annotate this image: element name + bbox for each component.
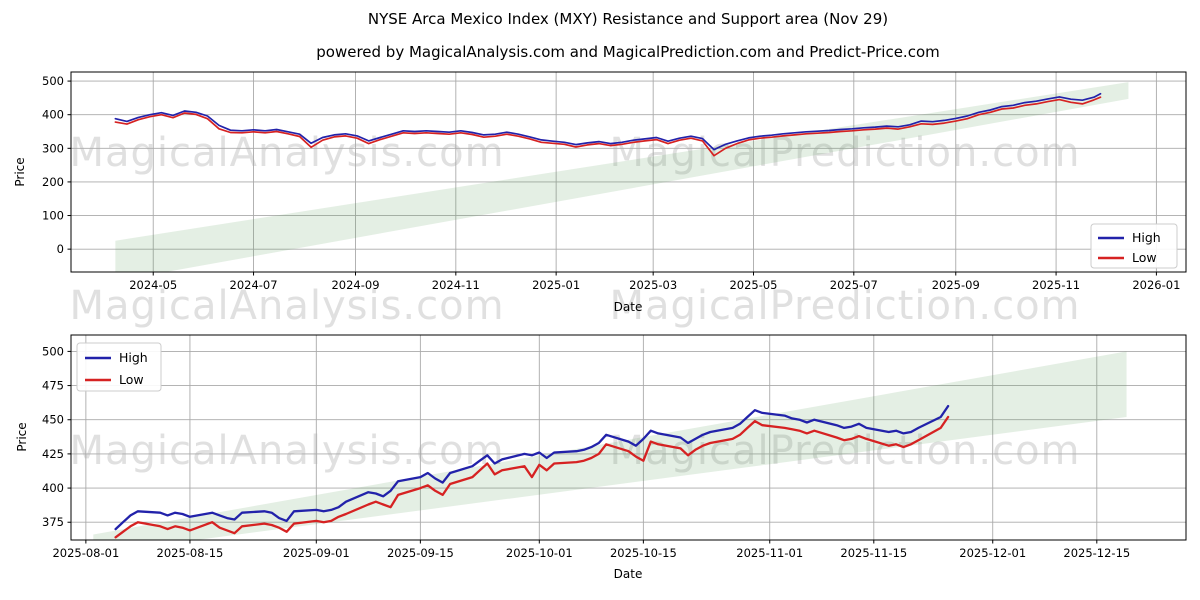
y-tick-label: 475 [42,379,64,393]
bottom-y-axis-label: Price [15,422,29,451]
grid [67,335,1186,544]
y-tick-label: 425 [42,447,64,461]
y-tick-label: 400 [42,481,64,495]
bottom-chart: 2025-08-01 2025-08-15 2025-09-01 2025-09-15… [42,334,1187,560]
watermark-analysis: MagicalAnalysis.com [69,283,504,329]
y-tick-label: 300 [42,141,64,155]
legend-high-label: High [1132,230,1161,245]
x-tick-label: 2025-08-01 [52,546,119,560]
legend-high-label: High [119,350,148,365]
x-tick-label: 2025-09-01 [283,546,350,560]
y-tick-label: 0 [57,242,64,256]
watermark-analysis: MagicalAnalysis.com [69,130,504,176]
x-tick-label: 2025-01 [532,278,580,292]
x-tick-label: 2025-07 [830,278,878,292]
top-legend: High Low [1090,223,1178,269]
x-tick-label: 2025-03 [629,278,677,292]
x-tick-label: 2025-09-15 [387,546,454,560]
x-tick-label: 2025-09 [932,278,980,292]
high-line [114,92,1102,151]
plot-border [70,71,1187,273]
y-tick-label: 500 [42,74,64,88]
x-tick-label: 2025-10-01 [506,546,573,560]
tick-labels: 2025-08-01 2025-08-15 2025-09-01 2025-09-15… [42,344,1130,560]
y-tick-label: 400 [42,108,64,122]
figure-subtitle: powered by MagicalAnalysis.com and Magic… [316,43,940,61]
x-tick-label: 2025-08-15 [157,546,224,560]
x-tick-label: 2025-11-15 [840,546,907,560]
high-line [114,404,950,531]
bottom-x-axis-label: Date [614,567,643,581]
x-tick-label: 2025-12-01 [959,546,1026,560]
legend-low-label: Low [119,372,144,387]
top-y-axis-label: Price [13,157,27,186]
x-tick-label: 2025-11-01 [736,546,803,560]
y-tick-label: 100 [42,209,64,223]
top-chart: 2024-05 2024-07 2024-09 2024-11 2025-01 2025-… [42,71,1187,292]
x-tick-label: 2024-07 [230,278,278,292]
x-tick-label: 2026-01 [1132,278,1180,292]
bottom-legend: High Low [76,342,162,392]
y-tick-label: 450 [42,413,64,427]
y-tick-label: 500 [42,344,64,358]
watermark-prediction: MagicalPrediction.com [610,428,1081,474]
y-tick-label: 375 [42,515,64,529]
grid [67,72,1186,276]
plot-border [70,334,1187,541]
x-tick-label: 2024-11 [432,278,480,292]
watermark-analysis: MagicalAnalysis.com [69,428,504,474]
x-tick-label: 2025-10-15 [610,546,677,560]
x-tick-label: 2024-05 [129,278,177,292]
low-line [114,415,950,539]
legend-low-label: Low [1132,250,1157,265]
watermark-prediction: MagicalPrediction.com [610,283,1081,329]
low-line [114,96,1102,157]
watermark-prediction: MagicalPrediction.com [610,130,1081,176]
x-tick-label: 2025-11 [1032,278,1080,292]
y-tick-label: 200 [42,175,64,189]
x-tick-label: 2025-12-15 [1063,546,1130,560]
top-x-axis-label: Date [614,300,643,314]
x-tick-label: 2025-05 [729,278,777,292]
x-tick-label: 2024-09 [331,278,379,292]
figure-title: NYSE Arca Mexico Index (MXY) Resistance … [368,10,888,28]
tick-labels: 2024-05 2024-07 2024-09 2024-11 2025-01 2025-… [42,74,1180,292]
